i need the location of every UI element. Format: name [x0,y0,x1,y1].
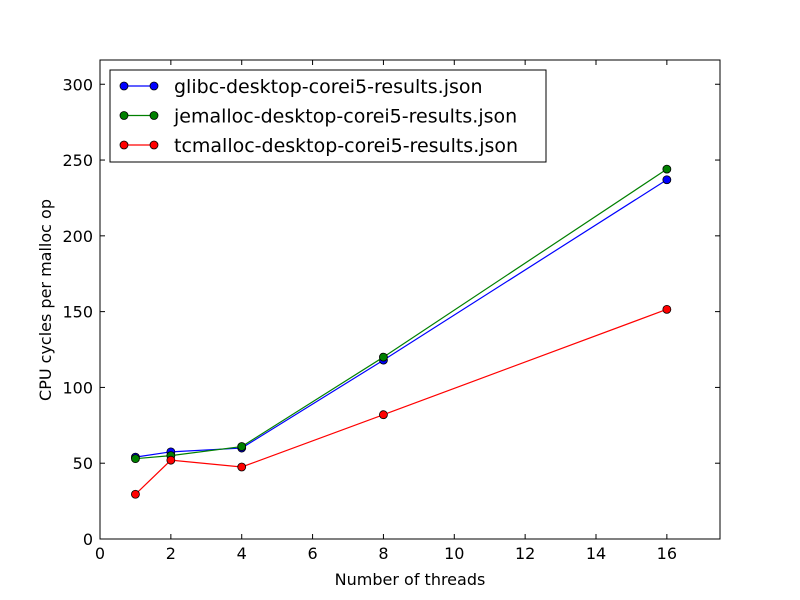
data-point [662,304,672,314]
plot-frame [99,59,721,540]
x-tick-label: 0 [95,544,105,563]
data-point [379,352,388,362]
data-point [237,462,247,472]
legend-marker [119,111,129,120]
data-point [662,175,672,185]
x-tick-label: 14 [586,544,606,563]
x-tick-label: 6 [307,544,317,563]
legend-label: jemalloc-desktop-corei5-results.json [173,106,517,128]
y-tick-label: 50 [73,454,93,473]
x-axis-label: Number of threads [335,570,486,589]
data-point [237,442,247,451]
data-point [166,455,176,465]
x-tick-label: 16 [657,544,677,563]
y-axis: 0 50 100 150 200 250 300 [62,75,720,549]
y-tick-label: 100 [62,378,93,397]
legend-marker [149,81,159,91]
y-tick-label: 300 [62,75,93,94]
y-tick-label: 200 [62,227,93,246]
series-layer [131,164,672,499]
legend-marker [149,111,159,120]
y-axis-label: CPU cycles per malloc op [36,199,55,401]
data-point [662,164,672,174]
data-point [131,489,140,499]
x-axis: 0 2 4 6 8 10 12 14 16 [95,60,677,563]
legend-label: tcmalloc-desktop-corei5-results.json [174,135,518,157]
legend-label: glibc-desktop-corei5-results.json [174,76,483,98]
x-tick-label: 2 [166,544,176,563]
x-tick-label: 4 [237,544,247,563]
y-tick-label: 150 [62,303,93,322]
legend-marker [119,140,129,150]
x-tick-label: 10 [444,544,464,563]
legend-frame [109,69,547,163]
legend: glibc-desktop-corei5-results.json jemallo… [109,69,547,163]
data-point [379,410,388,420]
y-tick-label: 0 [83,530,93,549]
data-point [131,454,140,464]
legend-marker [149,140,159,150]
y-tick-label: 250 [62,151,93,170]
x-tick-label: 12 [515,544,535,563]
legend-marker [119,81,129,91]
x-tick-label: 8 [378,544,388,563]
